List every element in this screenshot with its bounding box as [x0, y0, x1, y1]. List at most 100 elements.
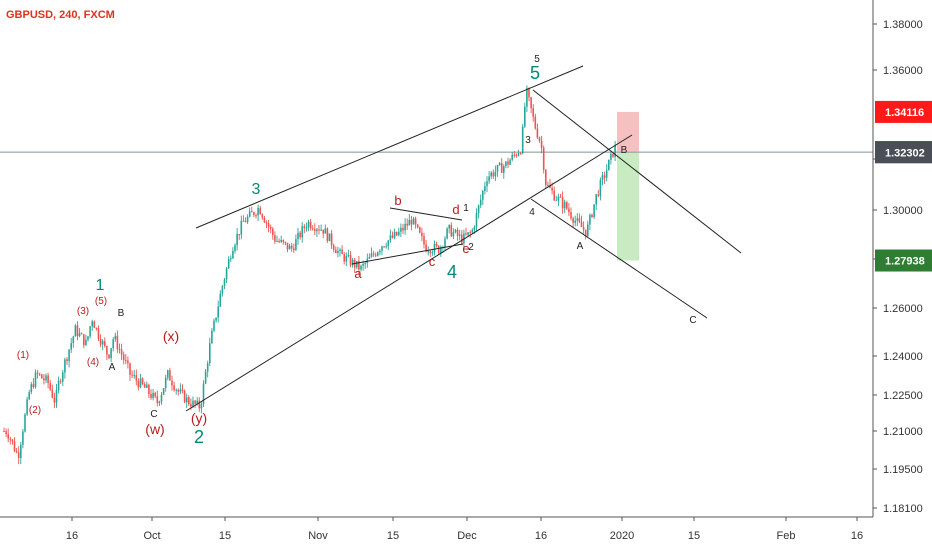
- candle-body: [398, 231, 400, 236]
- candle-body: [574, 220, 576, 223]
- candle-body: [410, 219, 413, 225]
- candle-body: [171, 380, 173, 386]
- candle-body: [34, 372, 37, 388]
- candle-body: [215, 317, 217, 321]
- candle-body: [198, 400, 201, 409]
- candle-body: [70, 343, 72, 350]
- price-label: 1.27938: [885, 256, 925, 268]
- candle-body: [49, 382, 51, 390]
- candle-body: [589, 214, 591, 225]
- candle-body: [532, 108, 534, 117]
- time-tick-label: 15: [219, 530, 231, 542]
- candle-body: [444, 238, 446, 247]
- candle-body: [538, 137, 541, 141]
- candle-body: [356, 261, 358, 268]
- candle-body: [402, 227, 404, 231]
- candle-body: [114, 335, 117, 340]
- decline-line-lower: [530, 198, 708, 319]
- candle-body: [320, 229, 322, 231]
- candle-body: [20, 444, 22, 459]
- candle-body: [536, 128, 539, 138]
- candle-body: [108, 354, 110, 359]
- candle-body: [146, 384, 148, 388]
- candle-body: [3, 431, 5, 432]
- candle-body: [83, 334, 85, 346]
- candle-body: [59, 380, 62, 382]
- candle-body: [242, 220, 245, 222]
- candle-body: [74, 325, 77, 337]
- candle-body: [383, 246, 385, 248]
- candle-body: [64, 359, 66, 373]
- candles: [3, 85, 616, 465]
- candle-body: [364, 263, 366, 265]
- candle-body: [164, 377, 167, 389]
- candle-body: [160, 394, 163, 402]
- candle-body: [248, 211, 251, 217]
- wave-label: (w): [145, 421, 164, 437]
- wave-label: b: [394, 193, 401, 208]
- candle-body: [566, 202, 568, 209]
- candle-body: [209, 343, 211, 364]
- candle-body: [177, 389, 180, 392]
- candle-body: [456, 229, 459, 236]
- candle-body: [587, 224, 589, 236]
- candle-body: [385, 246, 387, 248]
- candle-body: [43, 378, 45, 381]
- candle-body: [38, 373, 41, 375]
- wave-label: (5): [95, 296, 107, 307]
- candle-body: [482, 190, 484, 200]
- wave-label: 5: [530, 63, 540, 83]
- candle-body: [414, 218, 417, 225]
- candle-body: [486, 181, 488, 187]
- price-tick-label: 1.36000: [883, 65, 923, 77]
- candle-body: [101, 341, 104, 345]
- candle-body: [301, 226, 303, 238]
- candle-body: [127, 360, 129, 364]
- wave-label: (1): [17, 350, 29, 361]
- candle-body: [597, 194, 600, 196]
- candle-body: [17, 452, 20, 459]
- price-tick-label: 1.38000: [883, 19, 923, 31]
- candle-body: [288, 245, 291, 250]
- candle-body: [269, 226, 272, 229]
- candle-body: [137, 380, 140, 388]
- candle-body: [576, 218, 579, 221]
- candle-body: [22, 431, 24, 445]
- candle-body: [563, 202, 566, 209]
- candle-body: [496, 164, 499, 172]
- wave-label: e: [462, 241, 469, 256]
- wave-label: 5: [534, 54, 540, 65]
- candle-body: [72, 336, 75, 344]
- wave-label: 3: [525, 135, 531, 146]
- candle-body: [173, 385, 175, 390]
- candle-body: [545, 169, 547, 186]
- candle-body: [584, 229, 587, 236]
- candle-body: [179, 389, 182, 392]
- candle-body: [188, 397, 190, 404]
- candle-body: [393, 231, 396, 238]
- price-tick-label: 1.30000: [883, 205, 923, 217]
- candle-body: [358, 261, 360, 270]
- price-tick-label: 1.19500: [883, 464, 923, 476]
- wave-label: d: [452, 202, 459, 217]
- candle-body: [97, 328, 100, 339]
- candle-body: [303, 226, 306, 229]
- candle-body: [5, 431, 7, 434]
- wave-label: (2): [29, 405, 41, 416]
- candle-body: [80, 333, 83, 335]
- candle-body: [255, 215, 257, 217]
- candle-body: [129, 363, 131, 375]
- candle-body: [446, 228, 448, 239]
- candle-body: [227, 259, 230, 269]
- candle-body: [30, 384, 33, 393]
- candle-body: [561, 197, 564, 209]
- candle-body: [595, 194, 597, 205]
- candle-body: [299, 232, 301, 238]
- trendlines: [185, 65, 742, 412]
- candle-body: [156, 396, 159, 404]
- candle-body: [293, 248, 295, 251]
- candle-body: [204, 371, 207, 384]
- candle-body: [314, 229, 316, 232]
- upper-channel-line: [195, 65, 584, 229]
